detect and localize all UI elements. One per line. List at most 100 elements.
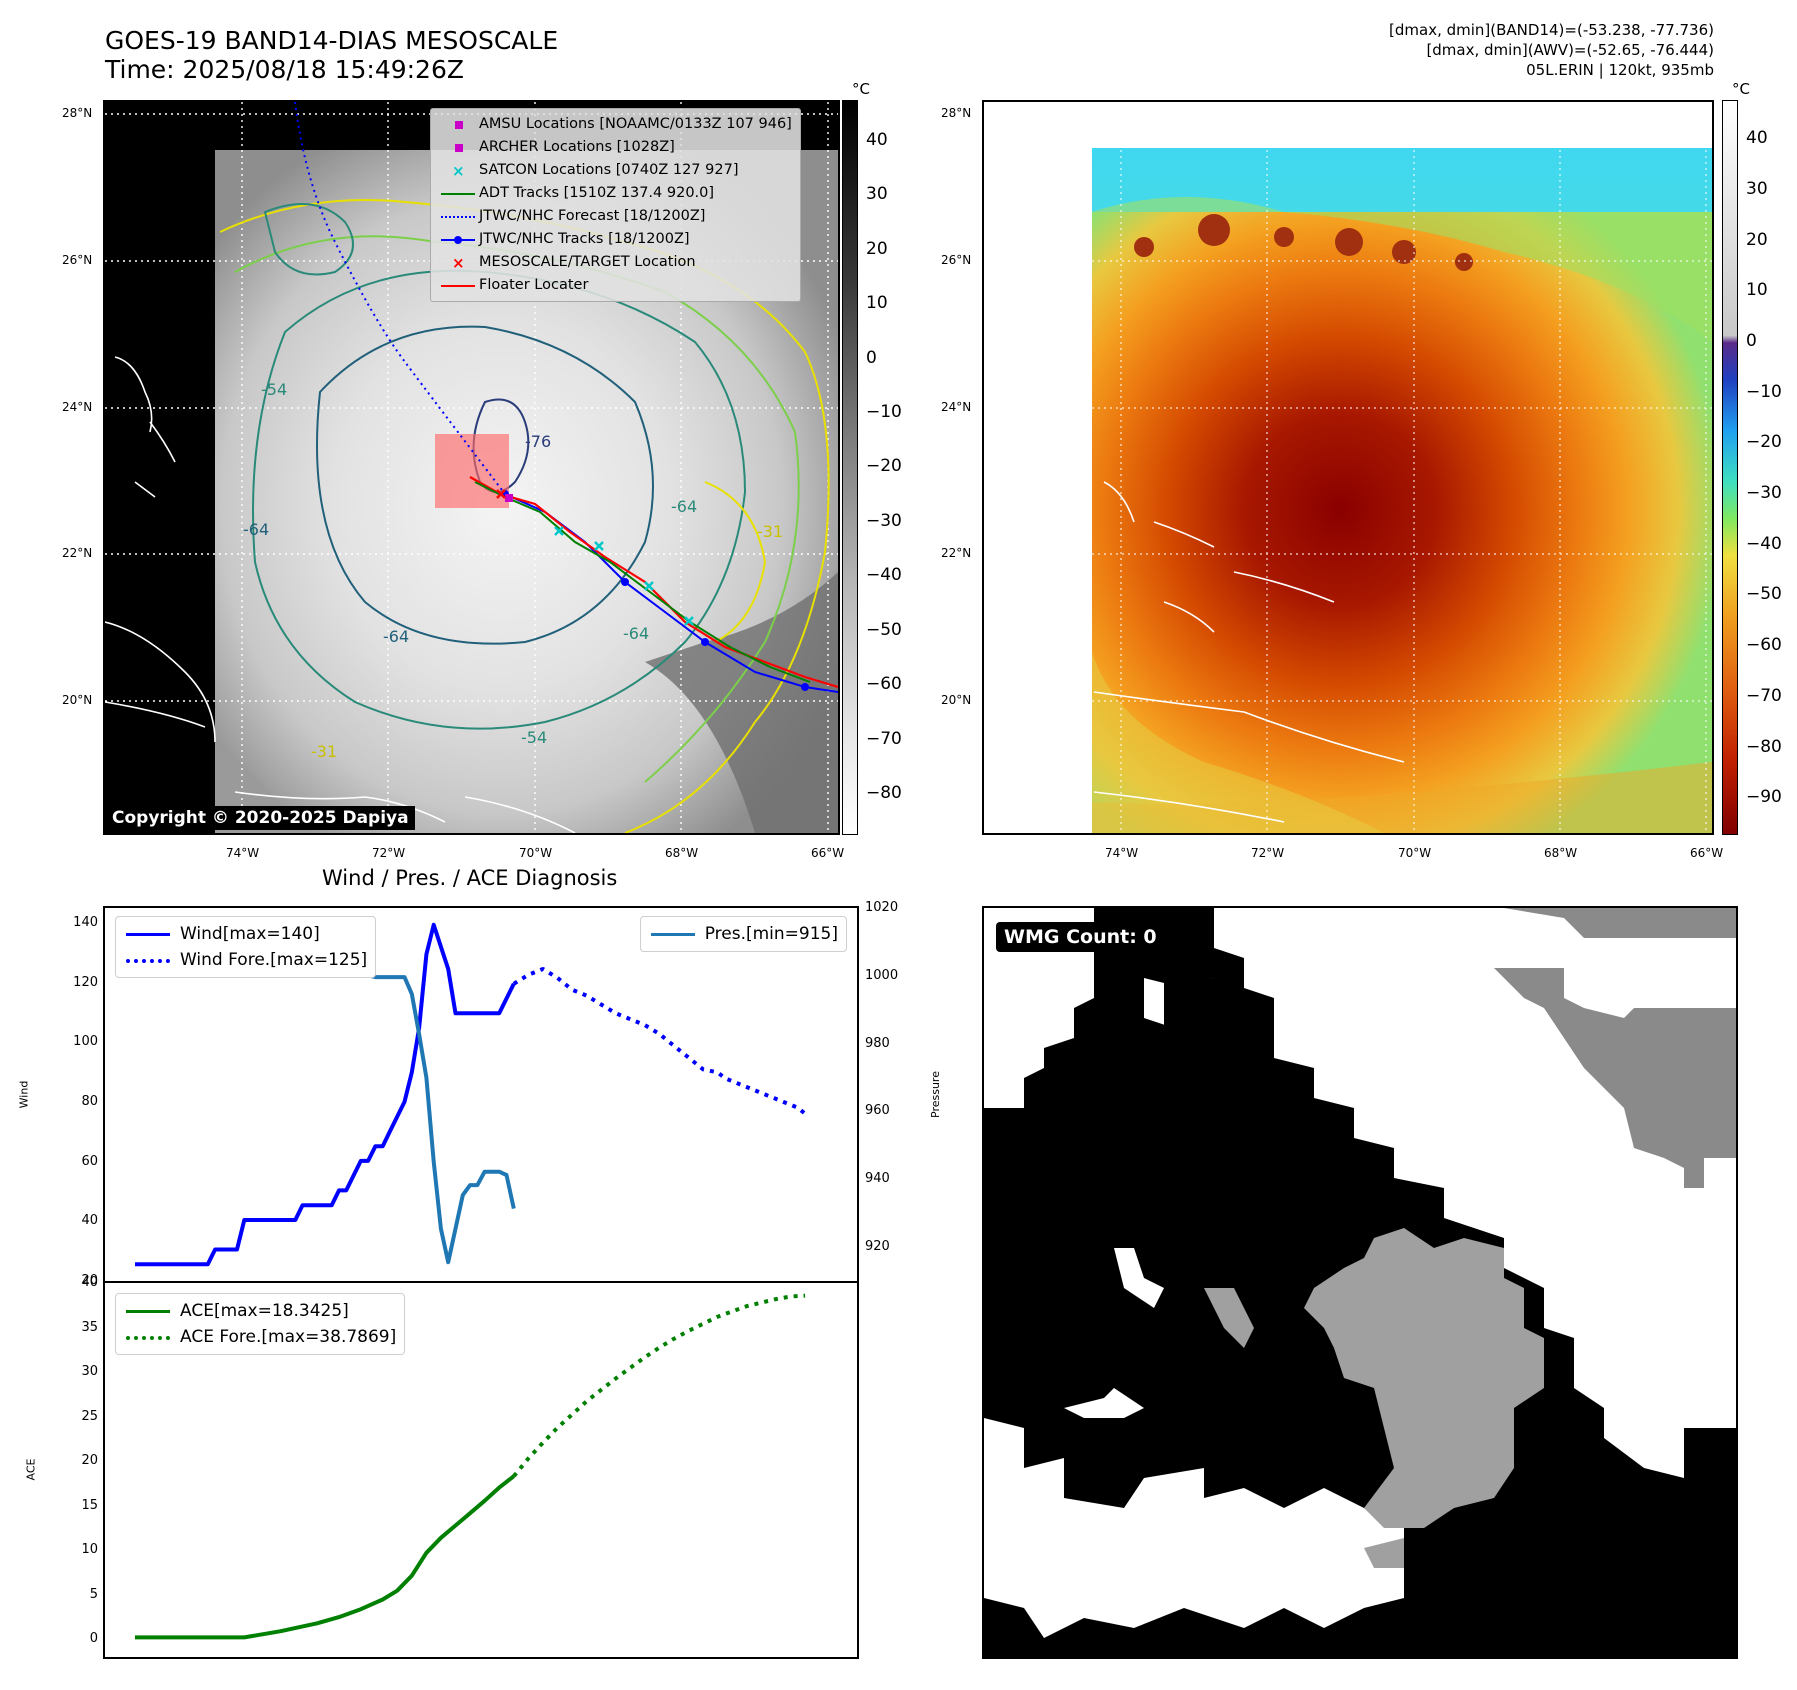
lon-label: 66°W: [811, 846, 845, 860]
colorbar-tick: 0: [866, 347, 877, 368]
series-line-pres-: [134, 931, 516, 1265]
series-line-wind-fore-: [512, 967, 807, 1116]
lon-label: 74°W: [226, 846, 260, 860]
lat-label: 28°N: [941, 106, 972, 120]
lat-label: 20°N: [62, 693, 93, 707]
ace-axis-label: ACE: [24, 1458, 38, 1481]
lon-label: 70°W: [519, 846, 553, 860]
ace-plot: [135, 1293, 806, 1640]
wind-axis-tick: 40: [81, 1213, 98, 1229]
stats-awv: [dmax, dmin](AWV)=(-52.65, -76.444): [1426, 41, 1714, 59]
figure-time: Time: 2025/08/18 15:49:26Z: [105, 55, 464, 84]
colorbar-tick: 10: [1746, 280, 1768, 301]
wind-axis-tick: 100: [73, 1034, 98, 1050]
lat-label: 28°N: [62, 106, 93, 120]
lon-label: 70°W: [1398, 846, 1432, 860]
colorbar-tick: −20: [1746, 432, 1782, 453]
legend-item: × SATCON Locations [0740Z 127 927]: [452, 161, 739, 180]
pressure-axis-label: Pressure: [928, 1071, 942, 1118]
wind-axis-tick: 140: [73, 914, 98, 930]
wind-axis-tick: 80: [81, 1093, 98, 1109]
legend-item: AMSU Locations [NOAAMC/0133Z 107 946]: [439, 113, 792, 136]
contour-label: -64: [671, 497, 698, 516]
pressure-axis-tick: 980: [865, 1035, 890, 1051]
lat-label: 26°N: [62, 253, 93, 267]
ace-axis-tick: 10: [81, 1542, 98, 1558]
colorbar-tick: −30: [866, 510, 902, 531]
wind-legend: Wind[max=140] Wind Fore.[max=125]: [115, 916, 377, 978]
pressure-axis-tick: 1020: [865, 900, 899, 915]
contour-label: -76: [525, 432, 552, 451]
lat-label: 24°N: [941, 400, 972, 414]
ace-axis-tick: 15: [81, 1497, 98, 1513]
stats-band14: [dmax, dmin](BAND14)=(-53.238, -77.736): [1389, 21, 1714, 39]
colorbar-tick: −10: [1746, 381, 1782, 402]
contour-label: -64: [243, 520, 270, 539]
wmg-panel: WMG Count: 0: [982, 906, 1738, 1659]
contour-label: -31: [757, 522, 784, 541]
pressure-axis-tick: 920: [865, 1239, 890, 1255]
map-legend: AMSU Locations [NOAAMC/0133Z 107 946] AR…: [430, 108, 801, 302]
colorbar-unit: °C: [1732, 80, 1750, 98]
contour-label: -64: [623, 624, 650, 643]
colorbar-tick: −80: [866, 783, 902, 804]
colorbar-tick: 0: [1746, 331, 1757, 352]
legend-item: ARCHER Locations [1028Z]: [439, 136, 792, 159]
lat-label: 20°N: [941, 693, 972, 707]
lat-label: 26°N: [941, 253, 972, 267]
copyright-label: Copyright © 2020-2025 Dapiya: [106, 806, 415, 830]
lon-label: 72°W: [372, 846, 406, 860]
figure-title: GOES-19 BAND14-DIAS MESOSCALE: [105, 26, 559, 55]
colorbar-tick: −60: [866, 674, 902, 695]
contour-label: -54: [521, 728, 548, 747]
colorbar-tick: −90: [1746, 787, 1782, 808]
pressure-legend: Pres.[min=915]: [639, 916, 847, 952]
wind-axis-tick: 20: [81, 1273, 98, 1288]
lon-label: 68°W: [1544, 846, 1578, 860]
series-line-wind: [135, 922, 516, 1267]
colorbar-tick: −70: [866, 728, 902, 749]
lon-label: 66°W: [1690, 846, 1724, 860]
ir-color-image: [984, 102, 1712, 833]
lat-label: 22°N: [941, 546, 972, 560]
pressure-axis-tick: 960: [865, 1103, 890, 1119]
ace-axis-tick: 40: [81, 1275, 98, 1290]
pressure-axis-tick: 940: [865, 1171, 890, 1187]
series-line-ace-fore-: [512, 1293, 806, 1478]
lat-label: 22°N: [62, 546, 93, 560]
ace-axis-tick: 0: [89, 1631, 98, 1647]
ace-axis-tick: 35: [81, 1319, 98, 1335]
ace-axis-tick: 20: [81, 1453, 98, 1469]
colorbar-tick: 40: [866, 129, 888, 150]
colorbar-tick: 20: [866, 238, 888, 259]
colorbar-tick: −10: [866, 402, 902, 422]
chart-title: Wind / Pres. / ACE Diagnosis: [322, 866, 618, 890]
legend-item: ADT Tracks [1510Z 137.4 920.0]: [439, 182, 792, 205]
series-line-ace: [135, 1474, 516, 1640]
colorbar-tick: −60: [1746, 635, 1782, 656]
colorbar-tick: −50: [866, 619, 902, 640]
legend-item: × MESOSCALE/TARGET Location: [452, 253, 696, 272]
contour-label: -31: [311, 742, 338, 761]
wind-axis-tick: 120: [73, 974, 98, 990]
colorbar-tick: 30: [866, 184, 888, 205]
colorbar-tick: −20: [866, 456, 902, 477]
colorbar-tick: −40: [1746, 533, 1782, 554]
colorbar-tick: −70: [1746, 685, 1782, 706]
pressure-axis-tick: 1000: [865, 967, 899, 983]
colorbar-tick: −40: [866, 565, 902, 586]
colorbar-tick: −50: [1746, 584, 1782, 605]
ace-axis-tick: 30: [81, 1364, 98, 1380]
ir-grayscale-map[interactable]: -54 -76 -64 -64 -64 -64 -31 -31 -54 AMSU…: [103, 100, 840, 835]
wmg-image: [984, 908, 1736, 1657]
legend-item: Floater Locater: [439, 274, 792, 297]
wind-axis-label: Wind: [17, 1080, 31, 1109]
colorbar-grayscale: [842, 100, 858, 835]
ace-axis-tick: 25: [81, 1408, 98, 1424]
legend-item: JTWC/NHC Tracks [18/1200Z]: [439, 228, 792, 251]
ace-chart: ACE[max=18.3425] ACE Fore.[max=38.7869]: [103, 1281, 859, 1659]
lon-label: 72°W: [1251, 846, 1285, 860]
colorbar-tick: 10: [866, 293, 888, 314]
legend-item: JTWC/NHC Forecast [18/1200Z]: [439, 205, 792, 228]
ir-color-map[interactable]: [982, 100, 1714, 835]
